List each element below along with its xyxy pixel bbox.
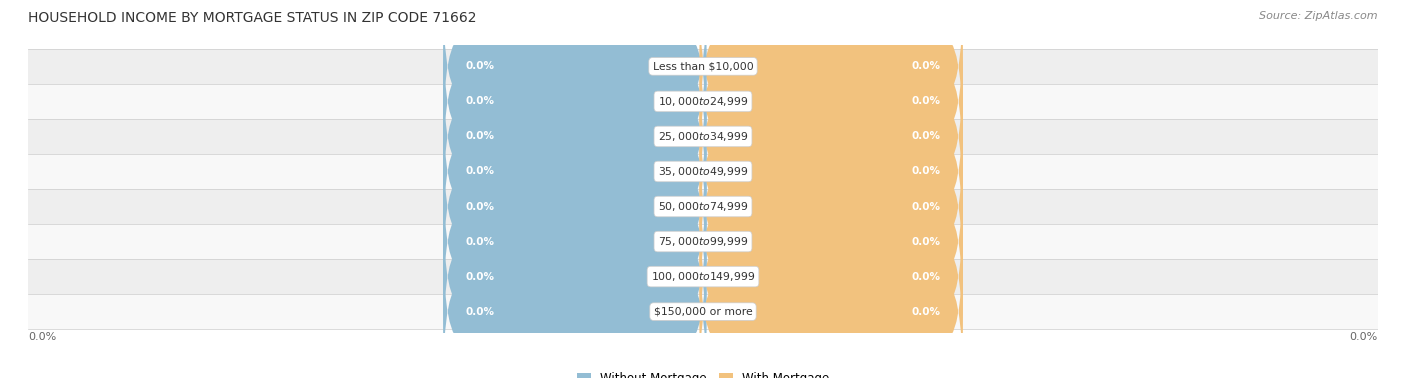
Text: 0.0%: 0.0% xyxy=(911,61,941,71)
Text: 0.0%: 0.0% xyxy=(465,132,495,141)
FancyBboxPatch shape xyxy=(443,237,706,378)
FancyBboxPatch shape xyxy=(700,0,963,141)
FancyBboxPatch shape xyxy=(700,62,963,211)
Text: 0.0%: 0.0% xyxy=(911,166,941,177)
Text: 0.0%: 0.0% xyxy=(911,132,941,141)
FancyBboxPatch shape xyxy=(443,62,706,211)
Text: 0.0%: 0.0% xyxy=(465,201,495,212)
Text: Less than $10,000: Less than $10,000 xyxy=(652,61,754,71)
Text: 0.0%: 0.0% xyxy=(911,96,941,107)
Text: 0.0%: 0.0% xyxy=(465,271,495,282)
Text: 0.0%: 0.0% xyxy=(465,307,495,317)
Text: 0.0%: 0.0% xyxy=(465,96,495,107)
Text: Source: ZipAtlas.com: Source: ZipAtlas.com xyxy=(1260,11,1378,21)
Text: 0.0%: 0.0% xyxy=(911,237,941,246)
Bar xyxy=(28,224,1378,259)
FancyBboxPatch shape xyxy=(700,26,963,177)
Bar xyxy=(28,294,1378,329)
Bar xyxy=(28,84,1378,119)
Text: 0.0%: 0.0% xyxy=(911,307,941,317)
Bar xyxy=(28,49,1378,84)
Text: HOUSEHOLD INCOME BY MORTGAGE STATUS IN ZIP CODE 71662: HOUSEHOLD INCOME BY MORTGAGE STATUS IN Z… xyxy=(28,11,477,25)
FancyBboxPatch shape xyxy=(700,132,963,282)
Text: 0.0%: 0.0% xyxy=(911,201,941,212)
Text: 0.0%: 0.0% xyxy=(1350,332,1378,342)
FancyBboxPatch shape xyxy=(700,167,963,316)
Legend: Without Mortgage, With Mortgage: Without Mortgage, With Mortgage xyxy=(572,367,834,378)
FancyBboxPatch shape xyxy=(443,132,706,282)
Text: $35,000 to $49,999: $35,000 to $49,999 xyxy=(658,165,748,178)
FancyBboxPatch shape xyxy=(443,201,706,352)
FancyBboxPatch shape xyxy=(700,96,963,246)
Text: 0.0%: 0.0% xyxy=(465,61,495,71)
Bar xyxy=(28,259,1378,294)
Bar xyxy=(28,119,1378,154)
FancyBboxPatch shape xyxy=(443,167,706,316)
FancyBboxPatch shape xyxy=(443,96,706,246)
Text: $150,000 or more: $150,000 or more xyxy=(654,307,752,317)
FancyBboxPatch shape xyxy=(700,201,963,352)
Text: $25,000 to $34,999: $25,000 to $34,999 xyxy=(658,130,748,143)
Text: 0.0%: 0.0% xyxy=(465,166,495,177)
Text: 0.0%: 0.0% xyxy=(465,237,495,246)
Text: $50,000 to $74,999: $50,000 to $74,999 xyxy=(658,200,748,213)
Bar xyxy=(28,154,1378,189)
Text: $75,000 to $99,999: $75,000 to $99,999 xyxy=(658,235,748,248)
Text: $10,000 to $24,999: $10,000 to $24,999 xyxy=(658,95,748,108)
Text: $100,000 to $149,999: $100,000 to $149,999 xyxy=(651,270,755,283)
FancyBboxPatch shape xyxy=(443,0,706,141)
Text: 0.0%: 0.0% xyxy=(911,271,941,282)
FancyBboxPatch shape xyxy=(700,237,963,378)
FancyBboxPatch shape xyxy=(443,26,706,177)
Text: 0.0%: 0.0% xyxy=(28,332,56,342)
Bar xyxy=(28,189,1378,224)
